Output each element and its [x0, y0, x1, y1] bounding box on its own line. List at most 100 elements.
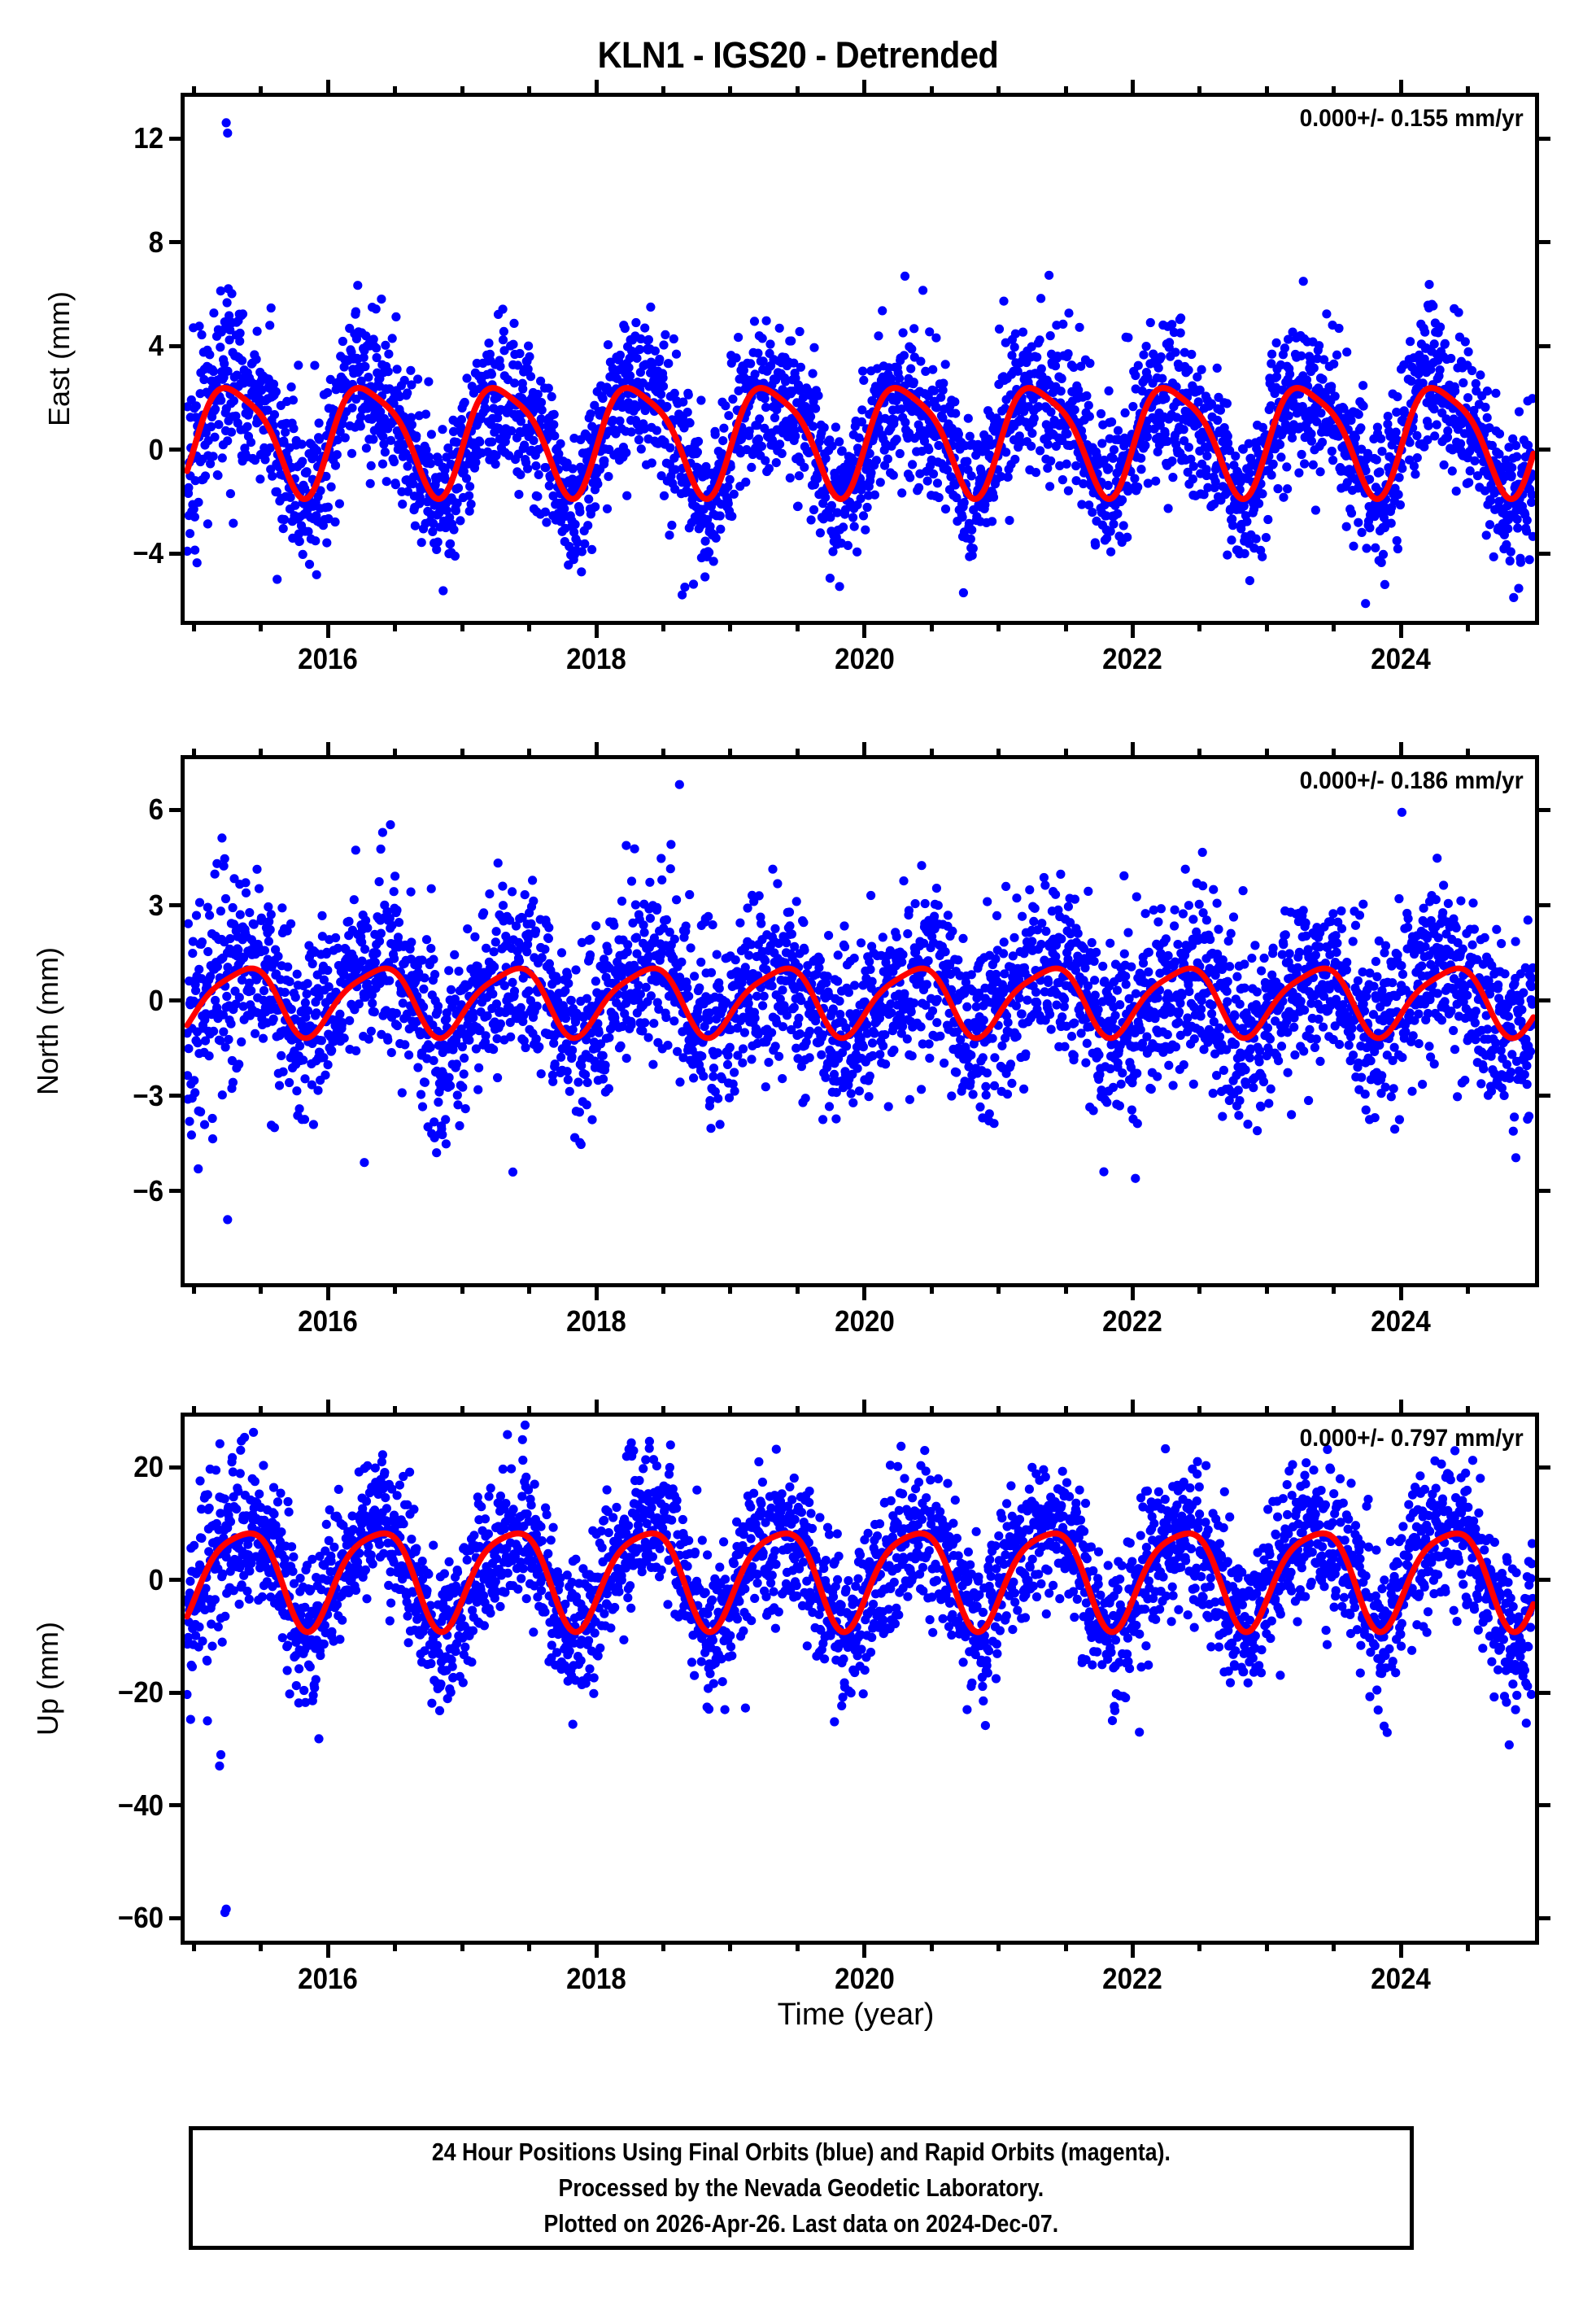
- x-tick-east-bottom-2022.0: [1131, 621, 1135, 638]
- x-tick-east-bottom-2021.5: [1064, 621, 1068, 631]
- x-tick-up-bottom-2015.0: [192, 1941, 196, 1951]
- x-tick-east-bottom-2016.0: [326, 621, 330, 638]
- data-points-up: [185, 1421, 1535, 1917]
- y-tick-label-up-1: 0: [149, 1563, 164, 1597]
- x-tick-label-north-1: 2018: [566, 1304, 626, 1339]
- x-tick-east-top-2016.0: [326, 80, 330, 97]
- x-tick-east-top-2018.5: [661, 86, 665, 97]
- x-tick-east-bottom-2019.0: [728, 621, 732, 631]
- x-tick-north-top-2024.0: [1399, 742, 1403, 759]
- x-tick-label-up-2: 2020: [835, 1962, 895, 1996]
- y-tick-east-left-4: [169, 552, 185, 556]
- chart-canvas-up: [185, 1417, 1535, 1941]
- x-tick-east-bottom-2019.5: [796, 621, 800, 631]
- rate-annotation-east: 0.000+/- 0.155 mm/yr: [1300, 105, 1524, 133]
- x-tick-north-top-2021.5: [1064, 749, 1068, 759]
- x-tick-east-top-2023.5: [1332, 86, 1336, 97]
- x-tick-up-bottom-2016.0: [326, 1941, 330, 1958]
- data-points-north: [185, 780, 1535, 1225]
- x-tick-north-top-2023.0: [1265, 749, 1269, 759]
- y-tick-up-right-2: [1535, 1691, 1550, 1695]
- x-tick-north-top-2020.5: [930, 749, 934, 759]
- x-tick-east-bottom-2024.5: [1466, 621, 1470, 631]
- x-tick-label-north-0: 2016: [299, 1304, 359, 1339]
- plot-area-east: [185, 97, 1535, 621]
- x-tick-east-bottom-2024.0: [1399, 621, 1403, 638]
- y-tick-label-north-4: −6: [133, 1174, 164, 1208]
- x-tick-east-bottom-2018.0: [595, 621, 599, 638]
- x-tick-up-top-2016.0: [326, 1400, 330, 1417]
- x-tick-label-up-3: 2022: [1103, 1962, 1163, 1996]
- x-tick-label-east-4: 2024: [1371, 642, 1431, 676]
- x-tick-east-top-2022.0: [1131, 80, 1135, 97]
- x-tick-up-bottom-2023.0: [1265, 1941, 1269, 1951]
- y-tick-label-up-3: −40: [118, 1788, 164, 1823]
- x-tick-label-up-4: 2024: [1371, 1962, 1431, 1996]
- y-tick-north-right-4: [1535, 1189, 1550, 1193]
- x-tick-label-up-1: 2018: [566, 1962, 626, 1996]
- x-tick-east-bottom-2023.0: [1265, 621, 1269, 631]
- x-tick-north-bottom-2024.5: [1466, 1283, 1470, 1294]
- x-tick-north-bottom-2023.0: [1265, 1283, 1269, 1294]
- x-tick-label-north-3: 2022: [1103, 1304, 1163, 1339]
- y-tick-east-right-2: [1535, 344, 1550, 348]
- y-tick-label-east-1: 8: [149, 225, 164, 260]
- y-axis-title-up: Up (mm): [31, 1622, 65, 1736]
- y-tick-label-up-2: −20: [118, 1675, 164, 1710]
- x-tick-up-bottom-2020.5: [930, 1941, 934, 1951]
- x-tick-north-bottom-2016.0: [326, 1283, 330, 1300]
- x-tick-east-top-2020.5: [930, 86, 934, 97]
- plot-area-up: [185, 1417, 1535, 1941]
- x-tick-north-top-2017.5: [527, 749, 531, 759]
- chart-canvas-north: [185, 759, 1535, 1283]
- x-tick-east-top-2024.5: [1466, 86, 1470, 97]
- y-tick-east-left-1: [169, 240, 185, 244]
- x-tick-north-top-2019.0: [728, 749, 732, 759]
- y-tick-up-left-3: [169, 1803, 185, 1807]
- caption-line-1: 24 Hour Positions Using Final Orbits (bl…: [432, 2134, 1171, 2170]
- x-tick-north-top-2022.0: [1131, 742, 1135, 759]
- x-tick-north-top-2016.0: [326, 742, 330, 759]
- x-tick-east-top-2019.0: [728, 86, 732, 97]
- x-tick-north-bottom-2022.5: [1197, 1283, 1201, 1294]
- x-tick-up-bottom-2021.5: [1064, 1941, 1068, 1951]
- x-tick-up-top-2022.0: [1131, 1400, 1135, 1417]
- y-tick-north-left-0: [169, 808, 185, 812]
- x-tick-label-up-0: 2016: [299, 1962, 359, 1996]
- y-tick-north-left-4: [169, 1189, 185, 1193]
- x-tick-east-top-2022.5: [1197, 86, 1201, 97]
- y-tick-east-left-2: [169, 344, 185, 348]
- y-tick-up-right-4: [1535, 1916, 1550, 1920]
- x-tick-north-bottom-2015.5: [259, 1283, 263, 1294]
- x-tick-east-top-2015.0: [192, 86, 196, 97]
- x-tick-north-bottom-2018.0: [595, 1283, 599, 1300]
- x-tick-up-top-2017.0: [460, 1406, 464, 1417]
- y-tick-east-left-0: [169, 137, 185, 141]
- x-tick-north-top-2016.5: [393, 749, 397, 759]
- chart-panel-up: 0.000+/- 0.797 mm/yr Up (mm) 20 0 −20 −40 −6…: [181, 1413, 1539, 1945]
- x-tick-east-bottom-2022.5: [1197, 621, 1201, 631]
- x-tick-up-top-2019.5: [796, 1406, 800, 1417]
- y-tick-label-north-2: 0: [149, 984, 164, 1018]
- x-tick-north-bottom-2020.5: [930, 1283, 934, 1294]
- x-tick-east-bottom-2023.5: [1332, 621, 1336, 631]
- x-tick-north-top-2020.0: [862, 742, 866, 759]
- x-tick-up-top-2023.5: [1332, 1406, 1336, 1417]
- x-tick-north-top-2015.5: [259, 749, 263, 759]
- x-tick-up-bottom-2017.0: [460, 1941, 464, 1951]
- x-tick-up-bottom-2024.5: [1466, 1941, 1470, 1951]
- x-tick-up-top-2018.0: [595, 1400, 599, 1417]
- x-tick-east-bottom-2016.5: [393, 621, 397, 631]
- x-tick-east-bottom-2020.5: [930, 621, 934, 631]
- x-tick-north-top-2015.0: [192, 749, 196, 759]
- x-tick-up-top-2020.5: [930, 1406, 934, 1417]
- x-tick-up-top-2017.5: [527, 1406, 531, 1417]
- x-tick-up-bottom-2019.5: [796, 1941, 800, 1951]
- y-tick-label-east-4: −4: [133, 536, 164, 570]
- x-tick-up-top-2024.0: [1399, 1400, 1403, 1417]
- x-tick-east-top-2017.5: [527, 86, 531, 97]
- x-tick-north-bottom-2015.0: [192, 1283, 196, 1294]
- caption-box: 24 Hour Positions Using Final Orbits (bl…: [189, 2126, 1414, 2250]
- x-tick-up-top-2021.5: [1064, 1406, 1068, 1417]
- x-tick-north-top-2019.5: [796, 749, 800, 759]
